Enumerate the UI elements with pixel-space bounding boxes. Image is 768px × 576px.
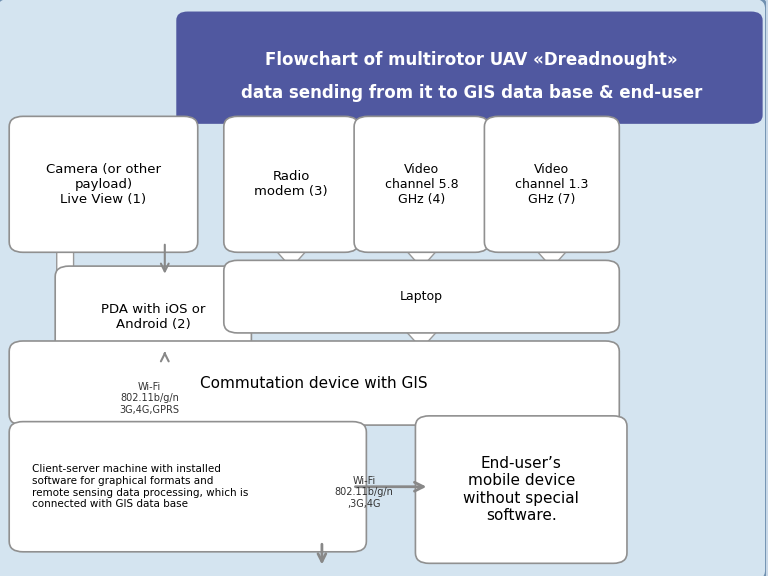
Text: End-user’s
mobile device
without special
software.: End-user’s mobile device without special… <box>463 456 579 523</box>
FancyBboxPatch shape <box>223 116 359 252</box>
Text: Video
channel 1.3
GHz (7): Video channel 1.3 GHz (7) <box>515 163 588 206</box>
Polygon shape <box>537 242 568 268</box>
Text: Radio
modem (3): Radio modem (3) <box>254 170 328 198</box>
Text: Wi-Fi
802.11b/g/n
3G,4G,GPRS: Wi-Fi 802.11b/g/n 3G,4G,GPRS <box>120 381 180 415</box>
Text: Wi-Fi
802.11b/g/n
,3G,4G: Wi-Fi 802.11b/g/n ,3G,4G <box>335 476 393 509</box>
Text: data sending from it to GIS data base & end-user: data sending from it to GIS data base & … <box>240 84 702 103</box>
Text: Flowchart of multirotor UAV «Dreadnought»: Flowchart of multirotor UAV «Dreadnought… <box>265 51 677 70</box>
FancyBboxPatch shape <box>9 341 619 425</box>
FancyBboxPatch shape <box>354 116 489 252</box>
FancyBboxPatch shape <box>55 266 251 367</box>
FancyBboxPatch shape <box>9 422 366 552</box>
FancyBboxPatch shape <box>485 116 619 252</box>
FancyBboxPatch shape <box>177 12 763 124</box>
Text: PDA with iOS or
Android (2): PDA with iOS or Android (2) <box>101 303 206 331</box>
Polygon shape <box>47 242 84 406</box>
Polygon shape <box>406 242 437 268</box>
Polygon shape <box>276 242 306 268</box>
FancyBboxPatch shape <box>415 416 627 563</box>
Text: Commutation device with GIS: Commutation device with GIS <box>200 376 428 391</box>
Polygon shape <box>115 406 184 429</box>
FancyBboxPatch shape <box>223 260 619 333</box>
Text: Video
channel 5.8
GHz (4): Video channel 5.8 GHz (4) <box>385 163 458 206</box>
Text: Client-server machine with installed
software for graphical formats and
remote s: Client-server machine with installed sof… <box>32 464 249 509</box>
Text: Laptop: Laptop <box>400 290 443 303</box>
Polygon shape <box>147 357 184 406</box>
Text: Camera (or other
payload)
Live View (1): Camera (or other payload) Live View (1) <box>46 163 161 206</box>
FancyBboxPatch shape <box>9 116 197 252</box>
Polygon shape <box>403 323 440 348</box>
